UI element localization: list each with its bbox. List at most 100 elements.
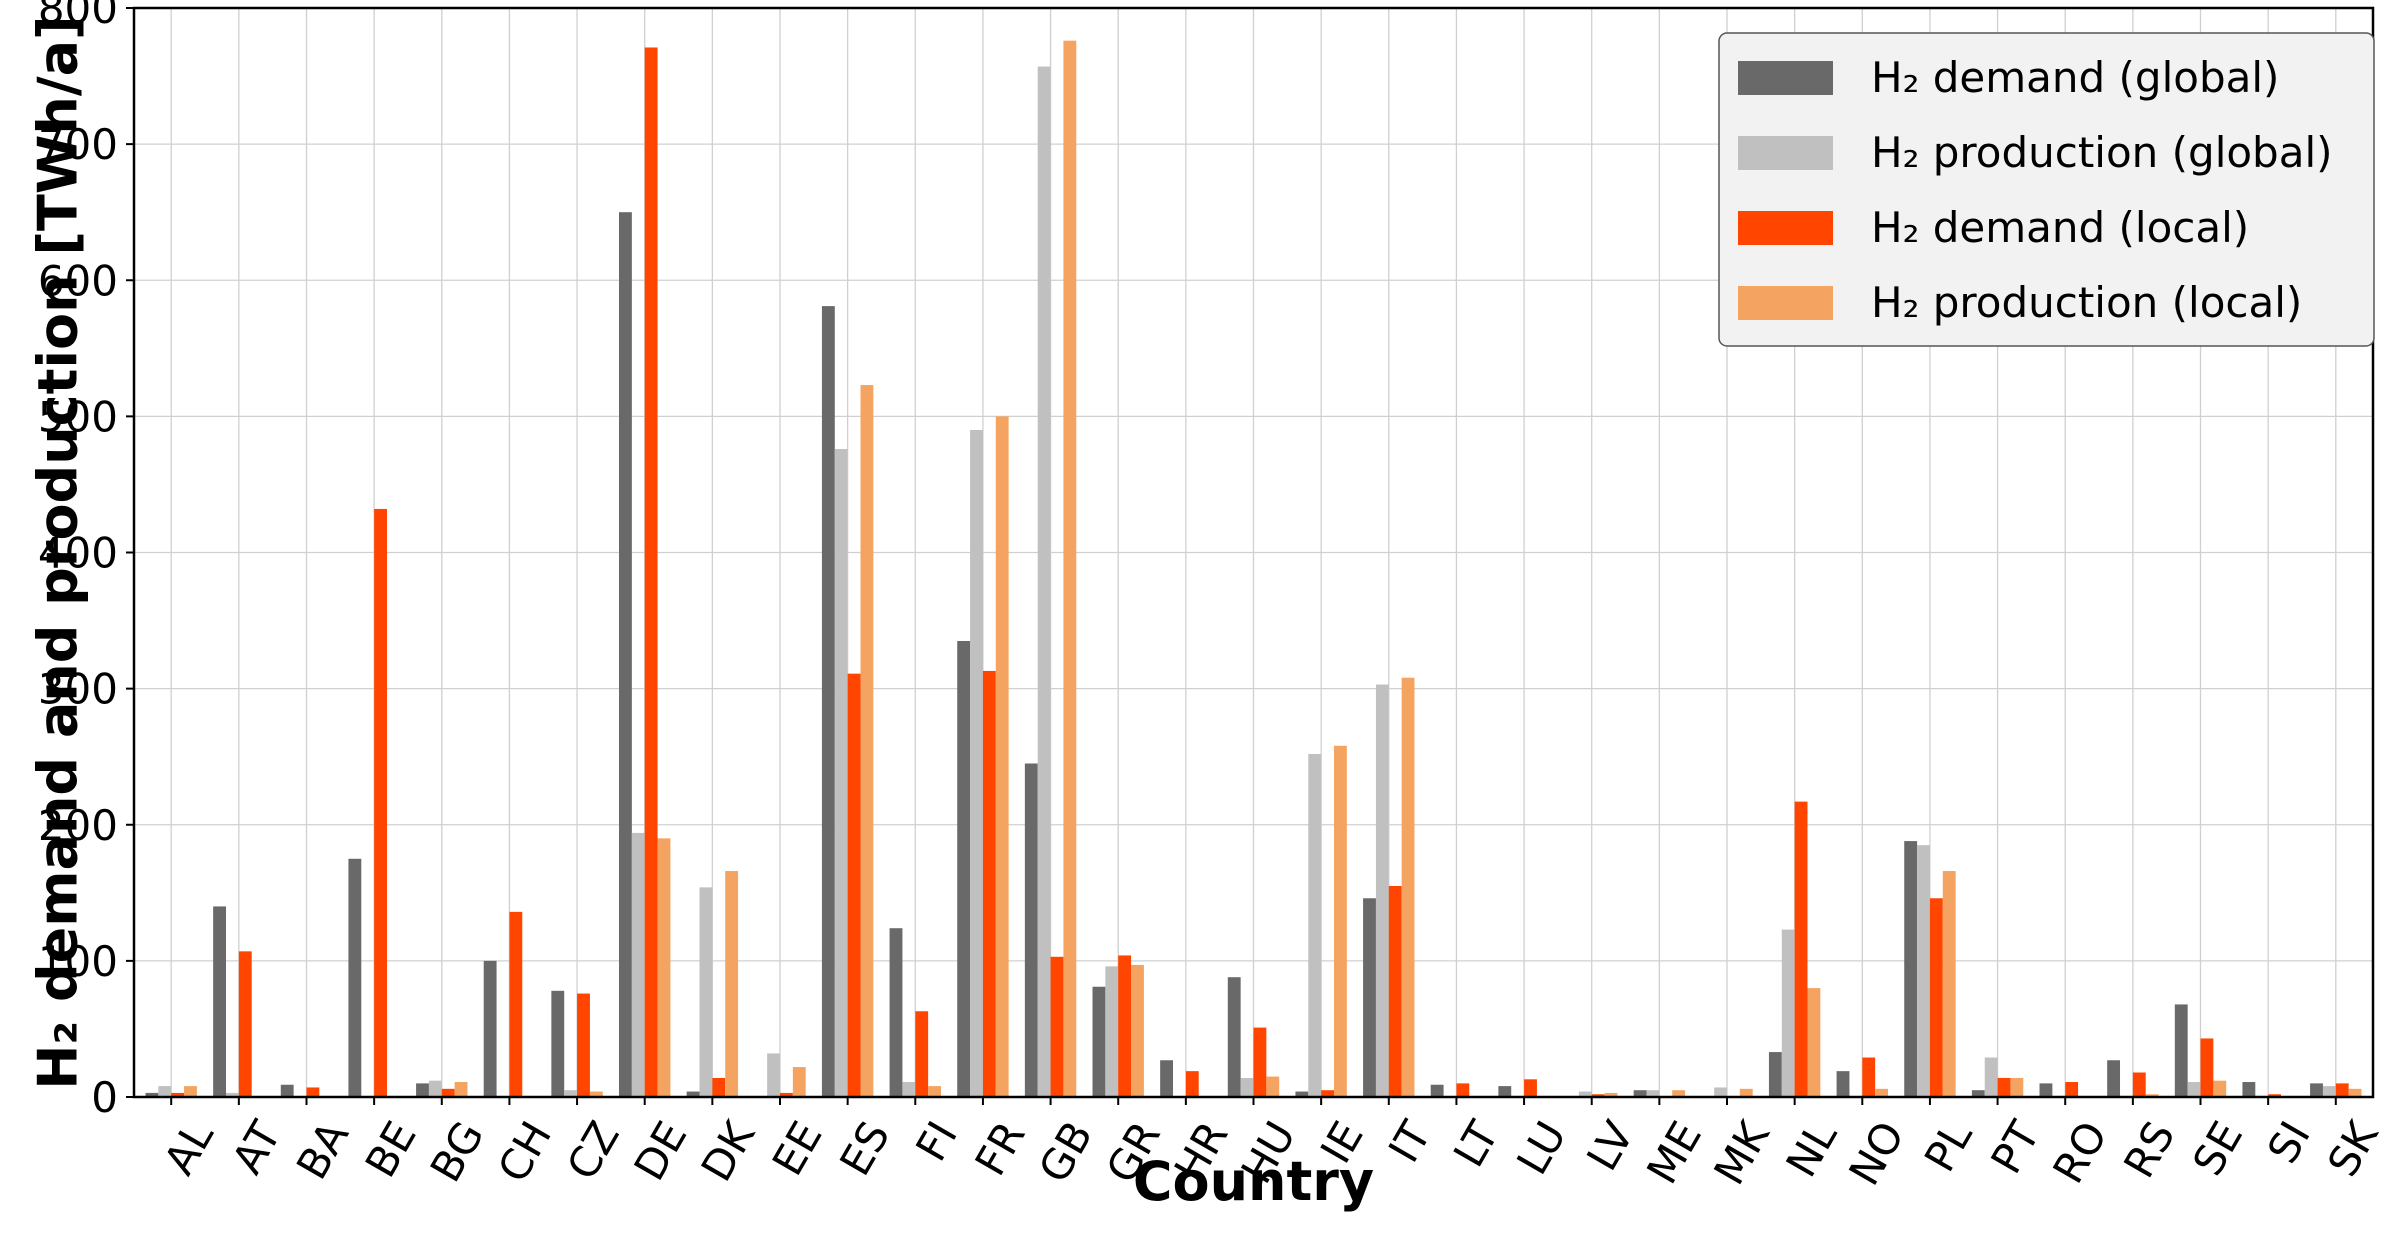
bar-fr-series-2 [970,429,983,1097]
legend-swatch [1738,61,1833,95]
bar-pt-series-1 [1971,1090,1985,1097]
legend-swatch [1738,286,1833,320]
bar-ch-series-1 [483,960,497,1097]
bar-fi-series-2 [902,1082,916,1097]
bar-gb-series-3 [1050,956,1064,1097]
bar-hu-series-2 [1240,1077,1254,1097]
y-tick-label: 300 [38,665,118,714]
x-tick-label: CZ [557,1113,628,1188]
bar-sk-series-2 [2322,1086,2336,1097]
y-tick-label: 200 [38,801,118,850]
bar-al-series-2 [158,1086,172,1097]
bar-fr-series-1 [957,640,971,1097]
bar-ch-series-3 [509,911,523,1097]
bar-gr-series-2 [1105,966,1119,1097]
x-tick-label: SK [2318,1112,2388,1185]
bar-at-series-1 [213,906,226,1097]
bar-de-series-2 [631,832,645,1097]
y-tick-label: 100 [38,937,118,986]
bar-nl-series-2 [1781,929,1795,1097]
bar-it-series-4 [1401,677,1415,1097]
x-tick-label: IT [1379,1113,1441,1171]
y-axis-label: H₂ demand and production [TWh/a] [27,15,90,1089]
x-tick-label: BG [421,1113,494,1190]
bar-al-series-3 [171,1092,185,1097]
bar-dk-series-3 [712,1077,726,1097]
x-tick-label: ES [830,1113,899,1184]
x-tick-label: EE [763,1113,832,1183]
bar-bg-series-2 [428,1080,442,1097]
legend: H₂ demand (global) H₂ production (global)… [1718,32,2375,347]
x-tick-label: LU [1507,1113,1575,1183]
bar-mk-series-2 [1714,1087,1728,1097]
x-tick-label: AT [223,1113,291,1182]
bar-hu-series-3 [1253,1027,1267,1097]
bar-no-series-1 [1836,1071,1850,1097]
bar-no-series-4 [1875,1088,1888,1097]
bar-lu-series-3 [1524,1079,1537,1097]
bar-rs-series-1 [2107,1060,2121,1097]
bar-ie-series-1 [1295,1091,1309,1097]
bar-nl-series-1 [1768,1052,1782,1097]
x-tick-label: CH [488,1113,561,1190]
legend-label: H₂ production (local) [1871,278,2302,327]
x-tick-label: BA [287,1113,358,1188]
bar-si-series-1 [2242,1082,2256,1097]
bar-me-series-2 [1646,1090,1660,1097]
bar-cz-series-1 [551,990,565,1097]
bar-de-series-1 [619,212,632,1097]
bar-pl-series-1 [1904,841,1918,1097]
bar-ie-series-2 [1308,753,1322,1097]
bar-lv-series-2 [1578,1091,1592,1097]
bar-rs-series-4 [2145,1094,2159,1097]
x-tick-label: NO [1839,1113,1914,1193]
legend-box [1718,32,2375,347]
x-tick-label: LT [1444,1113,1508,1175]
bar-hu-series-4 [1266,1076,1280,1097]
bar-at-series-2 [225,1092,239,1097]
x-tick-label: FR [966,1113,1035,1184]
bar-fr-series-4 [995,416,1009,1097]
bar-sk-series-1 [2310,1083,2323,1097]
bar-pt-series-2 [1984,1057,1998,1097]
legend-label: H₂ production (global) [1871,128,2333,177]
y-tick-label: 0 [91,1073,118,1122]
bar-gb-series-2 [1037,66,1051,1098]
bar-lt-series-1 [1430,1084,1444,1097]
x-tick-label: LV [1577,1113,1643,1179]
bar-pt-series-3 [1997,1077,2011,1097]
bar-dk-series-4 [725,871,739,1097]
bar-se-series-3 [2200,1038,2214,1097]
bar-bg-series-4 [454,1082,468,1097]
bar-gr-series-3 [1118,955,1132,1097]
bar-lv-series-4 [1604,1092,1618,1097]
bar-me-series-1 [1633,1090,1647,1097]
legend-label: H₂ demand (local) [1871,203,2249,252]
bar-dk-series-2 [699,887,713,1097]
x-tick-label: SI [2258,1113,2320,1171]
bar-de-series-3 [644,47,658,1098]
bar-gb-series-4 [1063,40,1077,1097]
y-tick-label: 700 [38,120,118,169]
bar-se-series-2 [2187,1082,2201,1097]
x-tick-label: FI [906,1113,967,1169]
bar-cz-series-2 [564,1090,578,1097]
bar-nl-series-4 [1807,988,1821,1097]
x-tick-label: ME [1637,1113,1711,1192]
bar-es-series-1 [821,306,835,1097]
y-tick-label: 600 [38,256,118,305]
legend-label: H₂ demand (global) [1871,53,2279,102]
bar-es-series-4 [860,385,874,1097]
bar-it-series-3 [1388,886,1402,1097]
bar-at-series-3 [238,951,252,1097]
bar-ee-series-4 [792,1067,806,1097]
bar-bg-series-3 [441,1088,455,1097]
bar-ro-series-1 [2039,1083,2053,1097]
bar-ba-series-3 [306,1087,320,1097]
bar-sk-series-4 [2348,1088,2362,1097]
bar-ro-series-3 [2065,1082,2079,1097]
bar-fi-series-1 [889,928,903,1097]
bar-no-series-3 [1862,1057,1876,1097]
bar-it-series-1 [1363,898,1376,1097]
